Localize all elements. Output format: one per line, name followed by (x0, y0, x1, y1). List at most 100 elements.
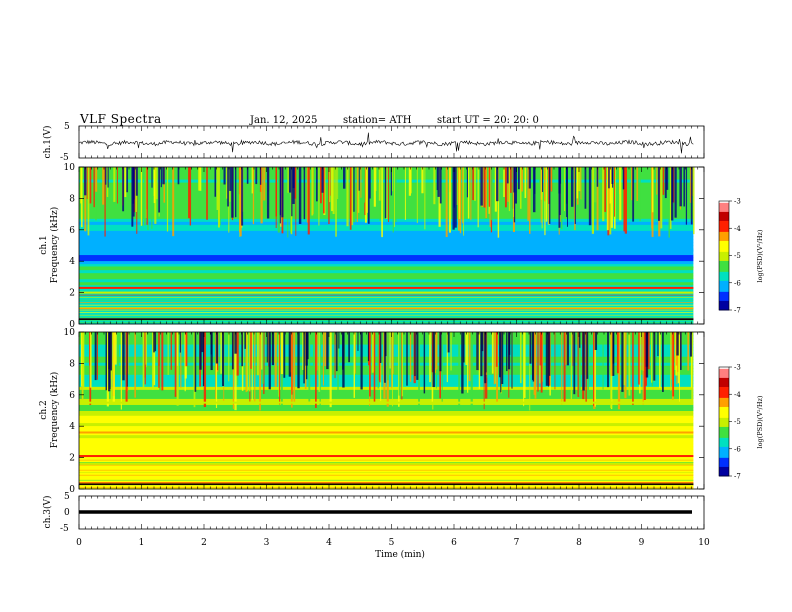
spectrogram-sferic (104, 167, 106, 237)
spectrogram-row (79, 362, 694, 366)
spectrogram-sferic (497, 167, 500, 238)
spectrogram-row (79, 254, 694, 259)
ch1-colorbar-step (719, 291, 729, 295)
ch2-colorbar-step (719, 434, 729, 437)
spectrogram-row (79, 251, 694, 256)
time-axis-tick-label: 5 (389, 538, 395, 548)
spectrogram-sferic (193, 332, 196, 408)
spectrogram-sferic (594, 332, 596, 407)
spectrogram-sferic (448, 167, 451, 233)
spectrogram-row (79, 467, 694, 472)
spectrogram-sferic (641, 332, 643, 371)
spectrogram-row (79, 440, 694, 445)
spectrogram-fine-line (79, 297, 694, 298)
spectrogram-sferic (113, 167, 116, 202)
spectrogram-sferic (580, 167, 582, 200)
spectrogram-row (79, 293, 694, 298)
spectrogram-sferic (363, 167, 365, 203)
spectrogram-sferic (639, 332, 641, 394)
spectrogram-dark-streak (110, 332, 112, 371)
spectrogram-row (79, 380, 694, 384)
spectrogram-sferic (158, 332, 160, 388)
spectrogram-fine-line (79, 299, 694, 301)
spectrogram-sferic (624, 332, 627, 399)
spectrogram-dark-streak (436, 167, 438, 191)
spectrogram-dark-streak (241, 332, 244, 367)
spectrogram-row (79, 437, 694, 442)
spectrogram-row (79, 389, 694, 393)
figure-title: VLF Spectra (79, 112, 162, 126)
spectrogram-fine-line (79, 309, 694, 311)
spectrogram-band (79, 415, 694, 418)
spectrogram-sferic (488, 167, 490, 207)
spectrogram-sferic (176, 332, 178, 366)
spectrogram-sferic (623, 167, 626, 232)
ch1-colorbar-step (719, 219, 729, 222)
spectrogram-sferic (429, 332, 431, 383)
spectrogram-sferic (486, 332, 488, 378)
ch1-colorbar-gradient (719, 201, 729, 311)
spectrogram-dark-streak (126, 167, 128, 193)
ch2-colorbar-step (719, 459, 729, 462)
ch2-colorbar-step (719, 392, 729, 395)
spectrogram-dark-streak (108, 332, 111, 392)
spectrogram-dark-streak (476, 332, 479, 371)
spectrogram-sferic (351, 167, 354, 226)
spectrogram-sferic (624, 167, 628, 234)
spectrogram-sferic (616, 332, 619, 374)
spectrogram-sferic (172, 167, 175, 237)
spectrogram-sferic (529, 332, 531, 411)
spectrogram-dark-streak (288, 332, 291, 377)
spectrogram-dark-streak (177, 167, 180, 185)
spectrogram-dark-streak (689, 332, 692, 357)
spectrogram-sferic (95, 167, 97, 221)
spectrogram-sferic (504, 167, 507, 208)
spectrogram-dark-streak (664, 167, 667, 199)
spectrogram-sferic (539, 167, 541, 196)
spectrogram-sferic (651, 167, 654, 213)
ch1-colorbar-step (719, 306, 729, 309)
spectrogram-dark-streak (608, 167, 610, 189)
spectrogram-row (79, 224, 694, 228)
ch1-colorbar-ticks: -3 -4 -5 -6 -7 (729, 198, 741, 315)
spectrogram-row (79, 455, 694, 460)
spectrogram-sferic (570, 332, 572, 404)
spectrogram-dark-streak (586, 332, 589, 379)
ch2-colorbar-step (719, 457, 729, 461)
ch1-colorbar-tick-label: -3 (734, 198, 741, 206)
spectrogram-sferic (463, 167, 465, 236)
spectrogram-dark-streak (283, 332, 286, 378)
spectrogram-sferic (215, 332, 218, 409)
spectrogram-sferic (478, 332, 481, 389)
spectrogram-dark-streak (279, 167, 282, 216)
ch1-colorbar-step (719, 286, 729, 289)
spectrogram-dark-streak (548, 167, 551, 224)
ch1-colorbar-step (719, 210, 729, 213)
spectrogram-sferic (81, 332, 83, 387)
spectrogram-sferic (335, 167, 337, 237)
spectrogram-sferic (174, 332, 177, 397)
spectrogram-dark-streak (588, 167, 592, 226)
spectrogram-sferic (386, 332, 389, 381)
spectrogram-sferic (364, 167, 367, 223)
ch1-yticks: 0 2 4 6 8 10 (64, 163, 704, 330)
spectrogram-fine-line (79, 484, 694, 486)
spectrogram-row (79, 464, 694, 469)
ch2-colorbar-tick-label: -5 (734, 418, 741, 426)
spectrogram-dark-streak (214, 167, 217, 197)
ch2-colorbar-step (719, 454, 729, 457)
ch1-colorbar-step (719, 297, 729, 300)
spectrogram-sferic (140, 167, 143, 226)
ch2-colorbar-step (719, 465, 729, 468)
spectrogram-sferic (639, 167, 641, 222)
spectrogram-sferic (147, 167, 149, 231)
spectrogram-row (79, 452, 694, 457)
spectrogram-sferic (544, 167, 546, 236)
ch1-colorbar-step (719, 255, 729, 258)
ch1-colorbar-step (719, 260, 729, 264)
spectrogram-row (79, 221, 694, 225)
spectrogram-dark-streak (384, 332, 387, 357)
spectrogram-sferic (287, 167, 289, 193)
spectrogram-dark-streak (466, 167, 468, 198)
